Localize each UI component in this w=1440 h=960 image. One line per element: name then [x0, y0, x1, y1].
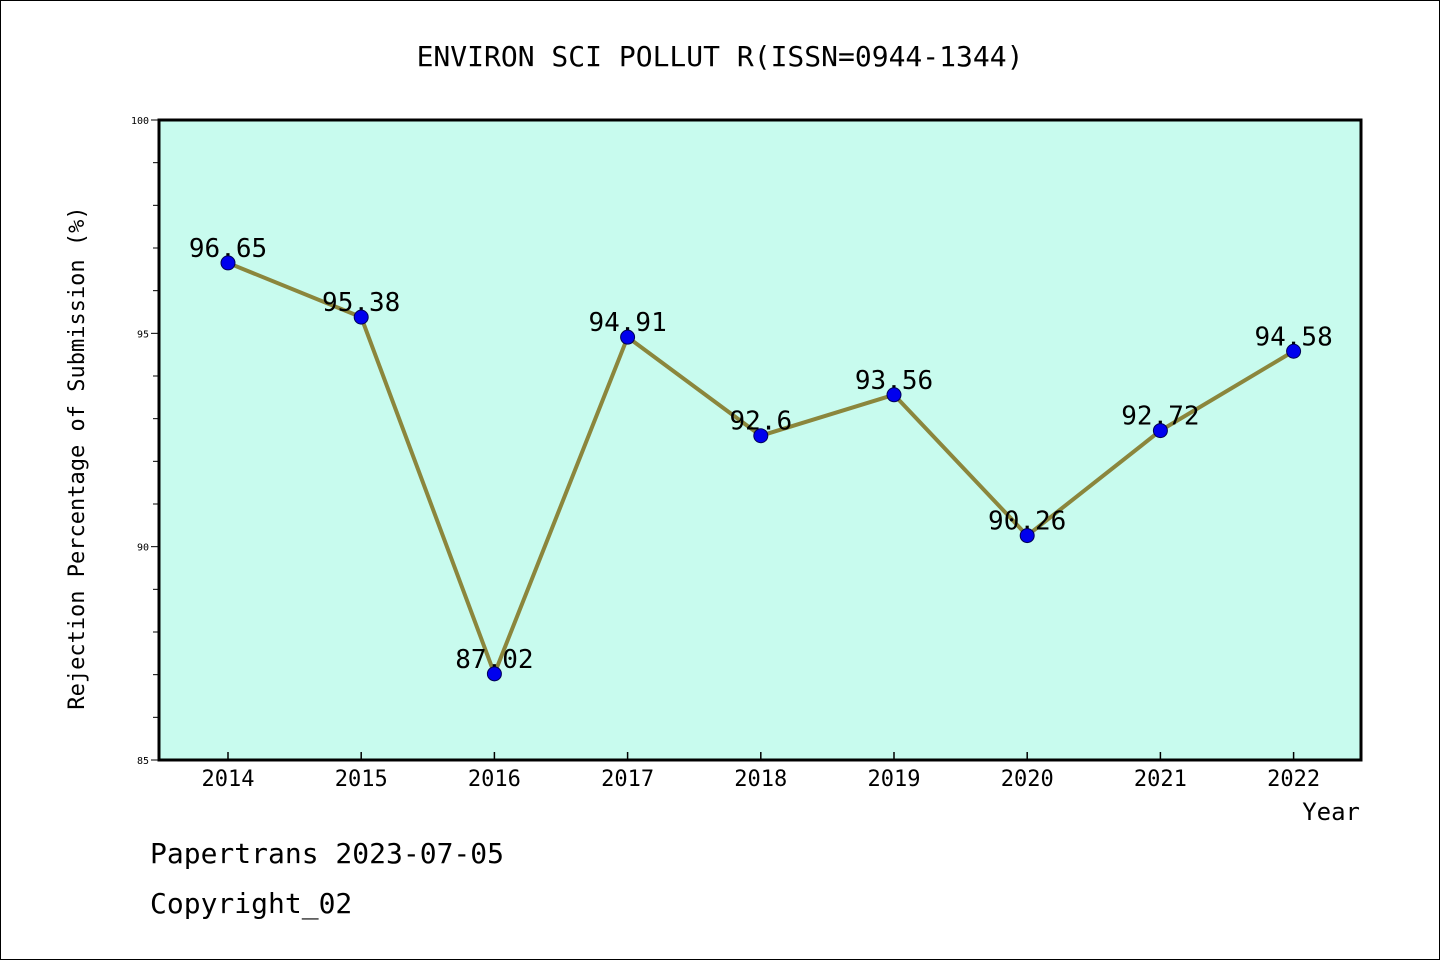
x-axis: 2014 2015 2016 2017 2018 2019 2020 2021 2022	[202, 752, 1320, 792]
x-tick-label: 2016	[468, 767, 521, 792]
x-tick-label: 2014	[202, 767, 255, 792]
x-tick-label: 2018	[734, 767, 787, 792]
y-axis-label: Rejection Percentage of Submission (%)	[65, 206, 90, 709]
y-axis: 85 90 95 100	[131, 116, 159, 767]
x-tick-label: 2022	[1267, 767, 1320, 792]
data-point	[1019, 528, 1035, 544]
x-tick-label: 2021	[1134, 767, 1187, 792]
footer-copyright: Copyright_02	[150, 887, 352, 921]
data-point	[1152, 423, 1168, 439]
x-tick-label: 2017	[601, 767, 654, 792]
y-tick-label: 100	[131, 116, 149, 127]
y-tick-label: 85	[137, 756, 149, 767]
y-tick-label: 95	[137, 329, 149, 340]
footer-date: Papertrans 2023-07-05	[150, 837, 504, 870]
data-point	[886, 387, 902, 403]
data-point	[220, 255, 236, 271]
data-point	[1286, 343, 1302, 359]
data-point	[486, 666, 502, 682]
data-point	[620, 329, 636, 345]
x-tick-label: 2015	[335, 767, 388, 792]
chart-title: ENVIRON SCI POLLUT R(ISSN=0944-1344)	[417, 40, 1024, 73]
series-group: 96.6595.3887.0294.9192.693.5690.2692.729…	[189, 234, 1333, 682]
data-point	[753, 428, 769, 444]
x-axis-label: Year	[1302, 798, 1360, 826]
x-tick-label: 2020	[1001, 767, 1054, 792]
data-point	[353, 309, 369, 325]
y-tick-label: 90	[137, 543, 149, 554]
x-tick-label: 2019	[868, 767, 921, 792]
